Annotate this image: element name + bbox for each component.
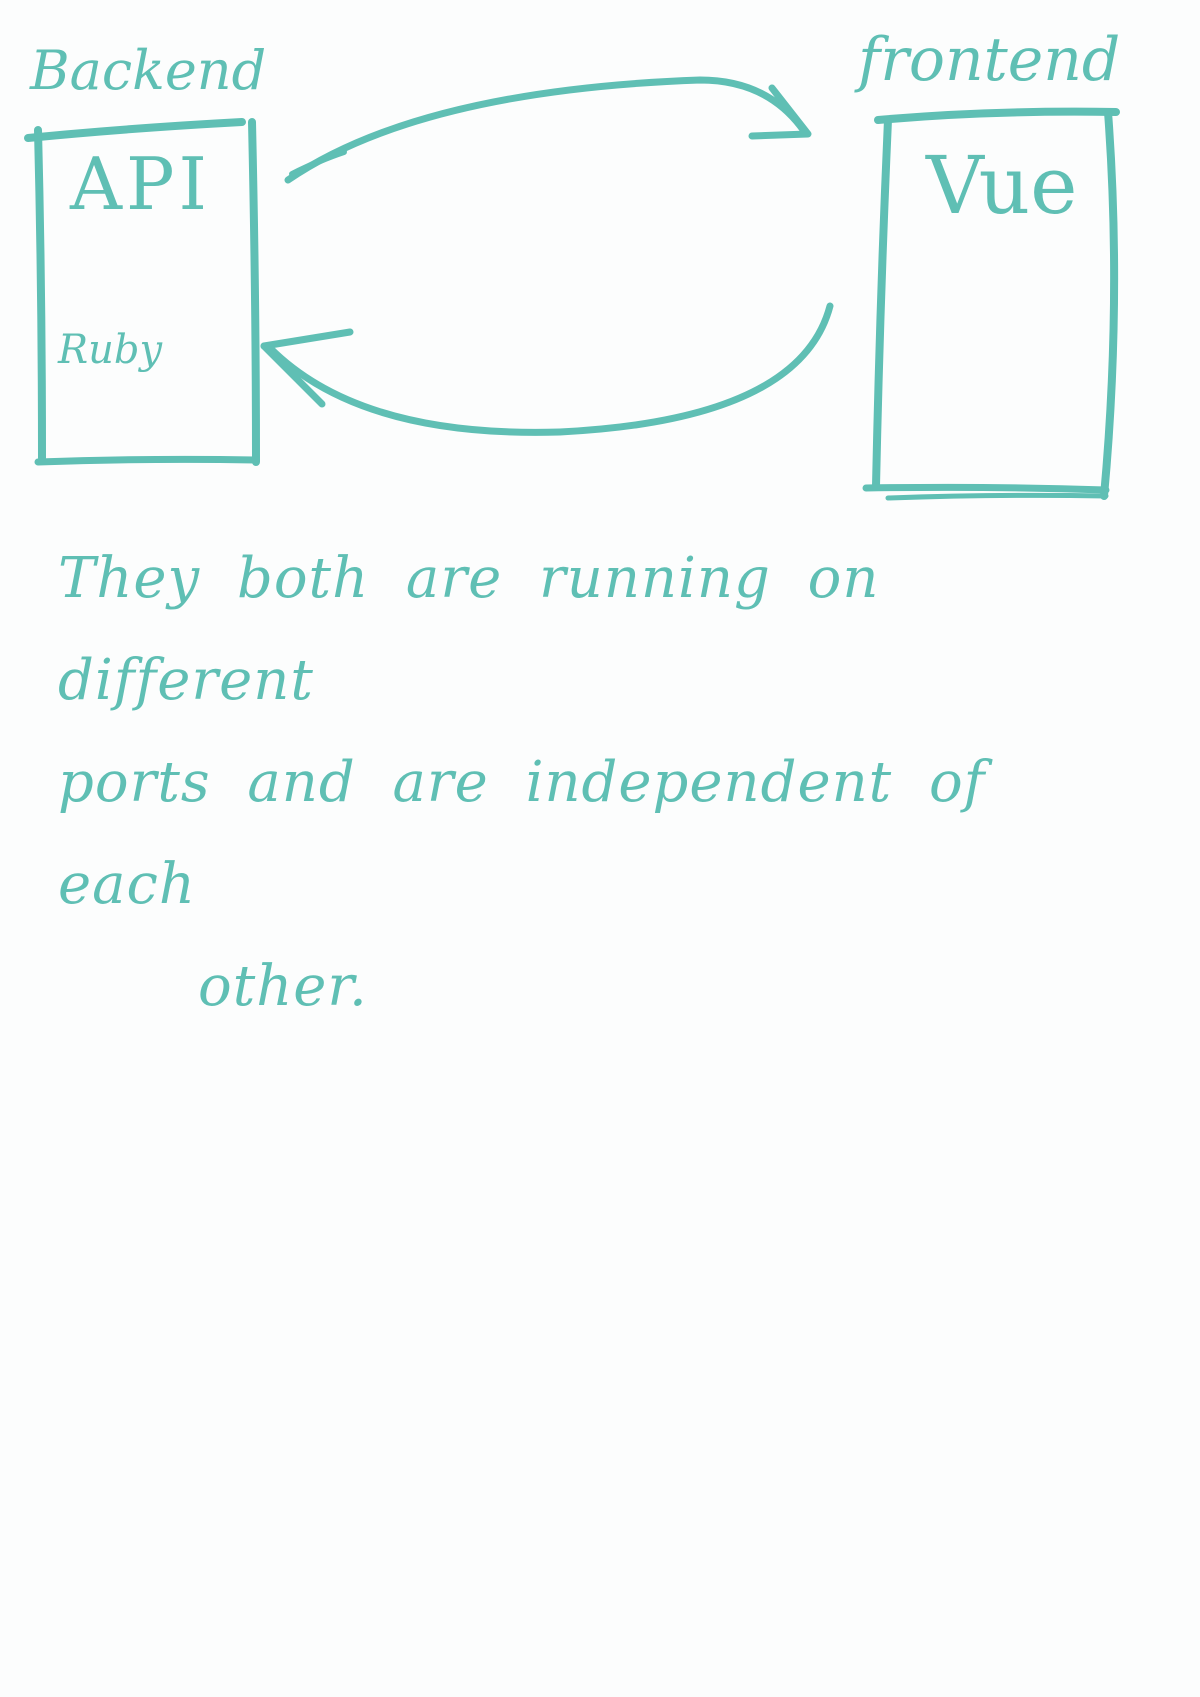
api-label: API xyxy=(70,142,211,226)
note-line-1: They both are running on different xyxy=(58,546,880,713)
ruby-label: Ruby xyxy=(58,327,163,373)
note-line-2: ports and are independent of each xyxy=(58,750,986,917)
note-line-3: other. xyxy=(198,954,368,1019)
vue-label: Vue xyxy=(926,139,1078,232)
frontend-box xyxy=(862,107,1120,501)
frontend-title: frontend xyxy=(858,25,1121,95)
backend-box xyxy=(24,118,260,466)
arrow-frontend-to-backend xyxy=(260,302,834,436)
handwritten-note: They both are running on different ports… xyxy=(58,528,1158,1038)
arrow-backend-to-frontend xyxy=(284,76,812,184)
backend-title: Backend xyxy=(30,39,267,102)
